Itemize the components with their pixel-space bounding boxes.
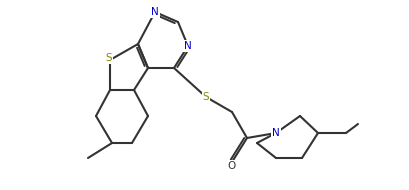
Text: N: N	[184, 41, 192, 51]
Text: O: O	[227, 161, 235, 171]
Text: N: N	[151, 7, 159, 17]
Text: S: S	[203, 92, 209, 102]
Text: S: S	[106, 53, 112, 63]
Text: N: N	[272, 128, 280, 138]
